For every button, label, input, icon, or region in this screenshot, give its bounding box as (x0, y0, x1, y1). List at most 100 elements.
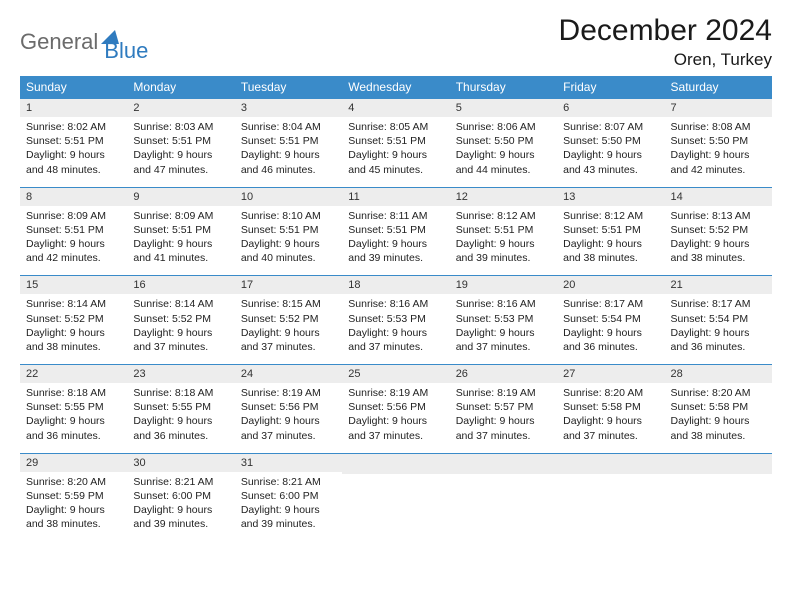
day-content: Sunrise: 8:16 AMSunset: 5:53 PMDaylight:… (450, 294, 557, 364)
daylight-line1: Daylight: 9 hours (456, 326, 551, 340)
sunset-line: Sunset: 5:55 PM (133, 400, 228, 414)
sunrise-line: Sunrise: 8:19 AM (241, 386, 336, 400)
sunrise-line: Sunrise: 8:19 AM (348, 386, 443, 400)
day-cell: 5Sunrise: 8:06 AMSunset: 5:50 PMDaylight… (450, 99, 557, 188)
sunset-line: Sunset: 5:55 PM (26, 400, 121, 414)
sunrise-line: Sunrise: 8:16 AM (456, 297, 551, 311)
daylight-line1: Daylight: 9 hours (348, 414, 443, 428)
sunrise-line: Sunrise: 8:21 AM (241, 475, 336, 489)
sunrise-line: Sunrise: 8:11 AM (348, 209, 443, 223)
day-number: 19 (450, 276, 557, 294)
sunset-line: Sunset: 5:51 PM (563, 223, 658, 237)
day-cell: 11Sunrise: 8:11 AMSunset: 5:51 PMDayligh… (342, 187, 449, 276)
sunset-line: Sunset: 5:51 PM (26, 223, 121, 237)
day-number: 27 (557, 365, 664, 383)
daylight-line1: Daylight: 9 hours (563, 237, 658, 251)
sunset-line: Sunset: 5:52 PM (241, 312, 336, 326)
day-number: 9 (127, 188, 234, 206)
day-cell: 14Sunrise: 8:13 AMSunset: 5:52 PMDayligh… (665, 187, 772, 276)
dow-tue: Tuesday (235, 76, 342, 99)
sunrise-line: Sunrise: 8:20 AM (671, 386, 766, 400)
daylight-line1: Daylight: 9 hours (241, 237, 336, 251)
daylight-line1: Daylight: 9 hours (133, 237, 228, 251)
sunset-line: Sunset: 5:58 PM (563, 400, 658, 414)
sunrise-line: Sunrise: 8:09 AM (133, 209, 228, 223)
daylight-line1: Daylight: 9 hours (241, 414, 336, 428)
week-row: 15Sunrise: 8:14 AMSunset: 5:52 PMDayligh… (20, 276, 772, 365)
daylight-line1: Daylight: 9 hours (241, 326, 336, 340)
day-cell: 19Sunrise: 8:16 AMSunset: 5:53 PMDayligh… (450, 276, 557, 365)
sunrise-line: Sunrise: 8:20 AM (563, 386, 658, 400)
sunset-line: Sunset: 5:51 PM (133, 223, 228, 237)
sunrise-line: Sunrise: 8:14 AM (26, 297, 121, 311)
day-number: 29 (20, 454, 127, 472)
dow-fri: Friday (557, 76, 664, 99)
daylight-line2: and 38 minutes. (26, 340, 121, 354)
daylight-line1: Daylight: 9 hours (456, 414, 551, 428)
day-cell (342, 453, 449, 541)
daylight-line1: Daylight: 9 hours (26, 237, 121, 251)
daylight-line2: and 42 minutes. (26, 251, 121, 265)
title-block: December 2024 Oren, Turkey (559, 14, 772, 70)
sunrise-line: Sunrise: 8:14 AM (133, 297, 228, 311)
daylight-line2: and 36 minutes. (133, 429, 228, 443)
day-cell: 7Sunrise: 8:08 AMSunset: 5:50 PMDaylight… (665, 99, 772, 188)
daylight-line2: and 39 minutes. (348, 251, 443, 265)
sunrise-line: Sunrise: 8:13 AM (671, 209, 766, 223)
day-cell: 23Sunrise: 8:18 AMSunset: 5:55 PMDayligh… (127, 365, 234, 454)
daylight-line2: and 47 minutes. (133, 163, 228, 177)
brand-blue: Blue (104, 20, 148, 64)
sunrise-line: Sunrise: 8:17 AM (563, 297, 658, 311)
daylight-line2: and 38 minutes. (671, 429, 766, 443)
day-content: Sunrise: 8:16 AMSunset: 5:53 PMDaylight:… (342, 294, 449, 364)
sunset-line: Sunset: 5:51 PM (241, 223, 336, 237)
daylight-line2: and 36 minutes. (563, 340, 658, 354)
sunset-line: Sunset: 5:50 PM (671, 134, 766, 148)
day-content: Sunrise: 8:09 AMSunset: 5:51 PMDaylight:… (127, 206, 234, 276)
day-content: Sunrise: 8:19 AMSunset: 5:56 PMDaylight:… (342, 383, 449, 453)
sunset-line: Sunset: 5:52 PM (133, 312, 228, 326)
daylight-line2: and 42 minutes. (671, 163, 766, 177)
day-number: 26 (450, 365, 557, 383)
daylight-line2: and 38 minutes. (563, 251, 658, 265)
day-content: Sunrise: 8:14 AMSunset: 5:52 PMDaylight:… (127, 294, 234, 364)
day-number: 6 (557, 99, 664, 117)
week-row: 22Sunrise: 8:18 AMSunset: 5:55 PMDayligh… (20, 365, 772, 454)
sunrise-line: Sunrise: 8:18 AM (26, 386, 121, 400)
daylight-line2: and 36 minutes. (26, 429, 121, 443)
dow-thu: Thursday (450, 76, 557, 99)
sunset-line: Sunset: 5:51 PM (241, 134, 336, 148)
day-content: Sunrise: 8:09 AMSunset: 5:51 PMDaylight:… (20, 206, 127, 276)
month-title: December 2024 (559, 14, 772, 48)
day-number: 3 (235, 99, 342, 117)
empty-day-head (342, 454, 449, 474)
daylight-line1: Daylight: 9 hours (348, 148, 443, 162)
day-number: 11 (342, 188, 449, 206)
day-cell: 1Sunrise: 8:02 AMSunset: 5:51 PMDaylight… (20, 99, 127, 188)
sunset-line: Sunset: 5:51 PM (133, 134, 228, 148)
week-row: 29Sunrise: 8:20 AMSunset: 5:59 PMDayligh… (20, 453, 772, 541)
daylight-line1: Daylight: 9 hours (671, 326, 766, 340)
sunset-line: Sunset: 5:52 PM (26, 312, 121, 326)
day-content: Sunrise: 8:17 AMSunset: 5:54 PMDaylight:… (665, 294, 772, 364)
sunset-line: Sunset: 6:00 PM (133, 489, 228, 503)
day-content: Sunrise: 8:03 AMSunset: 5:51 PMDaylight:… (127, 117, 234, 187)
page-header: General Blue December 2024 Oren, Turkey (20, 14, 772, 70)
daylight-line1: Daylight: 9 hours (563, 326, 658, 340)
daylight-line2: and 38 minutes. (26, 517, 121, 531)
sunrise-line: Sunrise: 8:10 AM (241, 209, 336, 223)
daylight-line1: Daylight: 9 hours (241, 503, 336, 517)
day-number: 21 (665, 276, 772, 294)
sunrise-line: Sunrise: 8:05 AM (348, 120, 443, 134)
sunset-line: Sunset: 5:51 PM (26, 134, 121, 148)
sunrise-line: Sunrise: 8:06 AM (456, 120, 551, 134)
day-cell: 6Sunrise: 8:07 AMSunset: 5:50 PMDaylight… (557, 99, 664, 188)
day-content: Sunrise: 8:02 AMSunset: 5:51 PMDaylight:… (20, 117, 127, 187)
day-cell: 17Sunrise: 8:15 AMSunset: 5:52 PMDayligh… (235, 276, 342, 365)
daylight-line2: and 37 minutes. (348, 429, 443, 443)
day-number: 5 (450, 99, 557, 117)
sunrise-line: Sunrise: 8:02 AM (26, 120, 121, 134)
sunrise-line: Sunrise: 8:03 AM (133, 120, 228, 134)
week-row: 8Sunrise: 8:09 AMSunset: 5:51 PMDaylight… (20, 187, 772, 276)
day-cell: 26Sunrise: 8:19 AMSunset: 5:57 PMDayligh… (450, 365, 557, 454)
